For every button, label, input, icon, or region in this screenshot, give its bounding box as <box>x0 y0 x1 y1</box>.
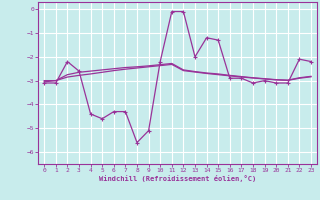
X-axis label: Windchill (Refroidissement éolien,°C): Windchill (Refroidissement éolien,°C) <box>99 175 256 182</box>
